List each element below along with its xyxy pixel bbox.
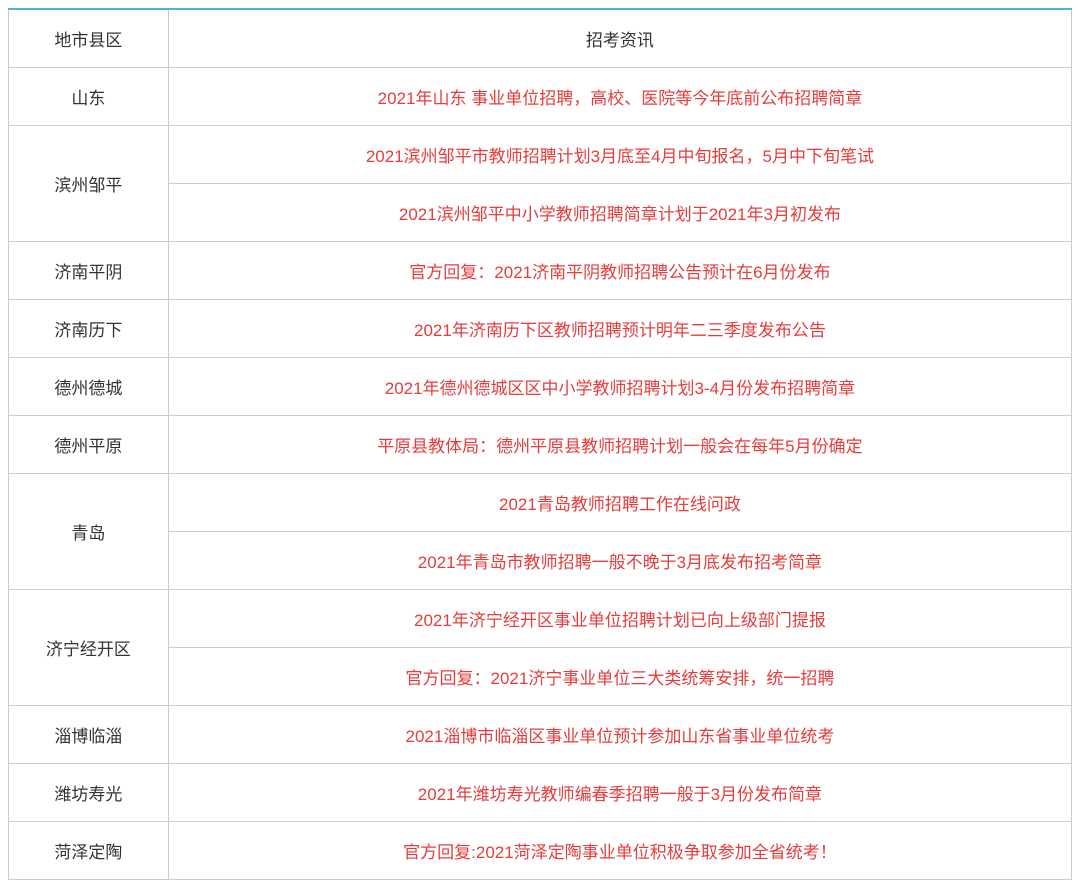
info-link[interactable]: 2021滨州邹平中小学教师招聘简章计划于2021年3月初发布 <box>399 205 841 224</box>
info-cell: 2021年青岛市教师招聘一般不晚于3月底发布招考简章 <box>168 532 1071 590</box>
info-cell: 2021年山东 事业单位招聘，高校、医院等今年底前公布招聘简章 <box>168 68 1071 126</box>
region-cell: 济南历下 <box>9 300 169 358</box>
info-cell: 2021年潍坊寿光教师编春季招聘一般于3月份发布简章 <box>168 764 1071 822</box>
recruitment-table-container: 地市县区 招考资讯 山东 2021年山东 事业单位招聘，高校、医院等今年底前公布… <box>8 8 1072 880</box>
region-cell: 济南平阴 <box>9 242 169 300</box>
info-cell: 2021滨州邹平市教师招聘计划3月底至4月中旬报名，5月中下旬笔试 <box>168 126 1071 184</box>
table-row: 2021滨州邹平中小学教师招聘简章计划于2021年3月初发布 <box>9 184 1072 242</box>
info-cell: 2021年济南历下区教师招聘预计明年二三季度发布公告 <box>168 300 1071 358</box>
info-cell: 2021年济宁经开区事业单位招聘计划已向上级部门提报 <box>168 590 1071 648</box>
table-row: 青岛 2021青岛教师招聘工作在线问政 <box>9 474 1072 532</box>
table-row: 滨州邹平 2021滨州邹平市教师招聘计划3月底至4月中旬报名，5月中下旬笔试 <box>9 126 1072 184</box>
table-row: 济南平阴 官方回复：2021济南平阴教师招聘公告预计在6月份发布 <box>9 242 1072 300</box>
info-link[interactable]: 2021年德州德城区区中小学教师招聘计划3-4月份发布招聘简章 <box>385 379 855 398</box>
info-link[interactable]: 2021年青岛市教师招聘一般不晚于3月底发布招考简章 <box>418 553 822 572</box>
info-cell: 2021滨州邹平中小学教师招聘简章计划于2021年3月初发布 <box>168 184 1071 242</box>
header-region: 地市县区 <box>9 9 169 68</box>
table-row: 德州平原 平原县教体局：德州平原县教师招聘计划一般会在每年5月份确定 <box>9 416 1072 474</box>
info-link[interactable]: 2021青岛教师招聘工作在线问政 <box>499 495 741 514</box>
region-cell: 滨州邹平 <box>9 126 169 242</box>
table-row: 官方回复：2021济宁事业单位三大类统筹安排，统一招聘 <box>9 648 1072 706</box>
info-link[interactable]: 平原县教体局：德州平原县教师招聘计划一般会在每年5月份确定 <box>377 437 862 456</box>
table-row: 淄博临淄 2021淄博市临淄区事业单位预计参加山东省事业单位统考 <box>9 706 1072 764</box>
table-row: 济宁经开区 2021年济宁经开区事业单位招聘计划已向上级部门提报 <box>9 590 1072 648</box>
region-cell: 山东 <box>9 68 169 126</box>
region-cell: 菏泽定陶 <box>9 822 169 880</box>
table-row: 济南历下 2021年济南历下区教师招聘预计明年二三季度发布公告 <box>9 300 1072 358</box>
header-row: 地市县区 招考资讯 <box>9 9 1072 68</box>
info-link[interactable]: 2021年济宁经开区事业单位招聘计划已向上级部门提报 <box>414 611 826 630</box>
table-row: 德州德城 2021年德州德城区区中小学教师招聘计划3-4月份发布招聘简章 <box>9 358 1072 416</box>
info-link[interactable]: 官方回复:2021菏泽定陶事业单位积极争取参加全省统考！ <box>403 843 837 862</box>
info-link[interactable]: 2021年济南历下区教师招聘预计明年二三季度发布公告 <box>414 321 826 340</box>
info-cell: 2021年德州德城区区中小学教师招聘计划3-4月份发布招聘简章 <box>168 358 1071 416</box>
info-link[interactable]: 2021淄博市临淄区事业单位预计参加山东省事业单位统考 <box>406 727 835 746</box>
table-row: 山东 2021年山东 事业单位招聘，高校、医院等今年底前公布招聘简章 <box>9 68 1072 126</box>
info-cell: 官方回复：2021济宁事业单位三大类统筹安排，统一招聘 <box>168 648 1071 706</box>
table-header: 地市县区 招考资讯 <box>9 9 1072 68</box>
region-cell: 济宁经开区 <box>9 590 169 706</box>
region-cell: 青岛 <box>9 474 169 590</box>
info-link[interactable]: 2021年潍坊寿光教师编春季招聘一般于3月份发布简章 <box>418 785 822 804</box>
region-cell: 淄博临淄 <box>9 706 169 764</box>
region-cell: 德州德城 <box>9 358 169 416</box>
info-cell: 官方回复：2021济南平阴教师招聘公告预计在6月份发布 <box>168 242 1071 300</box>
header-info: 招考资讯 <box>168 9 1071 68</box>
info-cell: 2021淄博市临淄区事业单位预计参加山东省事业单位统考 <box>168 706 1071 764</box>
table-row: 潍坊寿光 2021年潍坊寿光教师编春季招聘一般于3月份发布简章 <box>9 764 1072 822</box>
info-cell: 2021青岛教师招聘工作在线问政 <box>168 474 1071 532</box>
info-link[interactable]: 2021年山东 事业单位招聘，高校、医院等今年底前公布招聘简章 <box>378 89 863 108</box>
info-link[interactable]: 官方回复：2021济南平阴教师招聘公告预计在6月份发布 <box>409 263 830 282</box>
table-row: 菏泽定陶 官方回复:2021菏泽定陶事业单位积极争取参加全省统考！ <box>9 822 1072 880</box>
info-link[interactable]: 官方回复：2021济宁事业单位三大类统筹安排，统一招聘 <box>406 669 835 688</box>
info-link[interactable]: 2021滨州邹平市教师招聘计划3月底至4月中旬报名，5月中下旬笔试 <box>366 147 874 166</box>
recruitment-table: 地市县区 招考资讯 山东 2021年山东 事业单位招聘，高校、医院等今年底前公布… <box>8 8 1072 880</box>
table-body: 山东 2021年山东 事业单位招聘，高校、医院等今年底前公布招聘简章 滨州邹平 … <box>9 68 1072 880</box>
table-row: 2021年青岛市教师招聘一般不晚于3月底发布招考简章 <box>9 532 1072 590</box>
region-cell: 德州平原 <box>9 416 169 474</box>
region-cell: 潍坊寿光 <box>9 764 169 822</box>
info-cell: 平原县教体局：德州平原县教师招聘计划一般会在每年5月份确定 <box>168 416 1071 474</box>
info-cell: 官方回复:2021菏泽定陶事业单位积极争取参加全省统考！ <box>168 822 1071 880</box>
